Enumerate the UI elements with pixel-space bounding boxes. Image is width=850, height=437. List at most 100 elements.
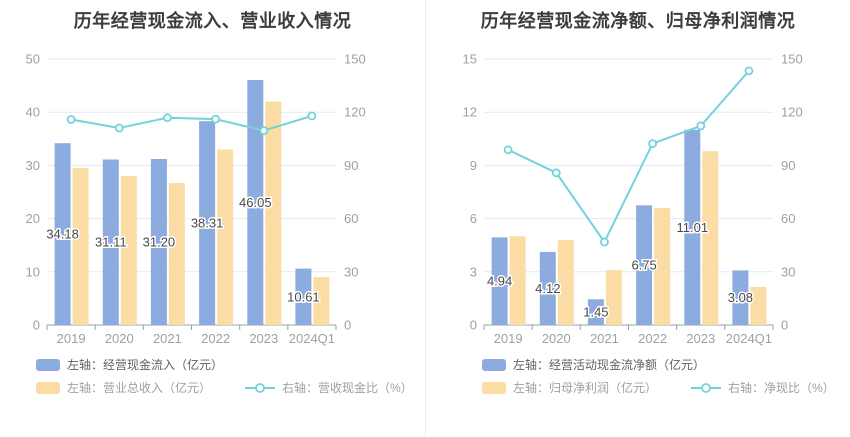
x-axis-label: 2019 xyxy=(494,331,523,346)
bar-value-label: 31.11 xyxy=(95,235,127,250)
bar-secondary xyxy=(702,151,719,325)
right-axis-tick: 60 xyxy=(344,211,358,226)
left-axis-tick: 30 xyxy=(26,158,40,173)
chart-net-cashflow-profit: 0 3 6 9 12 15 0 30 60 90 120 150 2019 2020 2021 2022 202… xyxy=(426,0,850,352)
left-axis-tick: 15 xyxy=(463,52,477,67)
right-axis-tick: 0 xyxy=(781,318,788,333)
bar-secondary xyxy=(217,149,234,325)
left-axis-tick: 40 xyxy=(26,105,40,120)
ratio-line-marker xyxy=(66,115,76,124)
bar-secondary xyxy=(72,168,89,325)
bar-secondary xyxy=(509,236,526,325)
ratio-line-marker xyxy=(211,114,221,124)
x-axis-label: 2023 xyxy=(249,331,278,346)
bar-primary xyxy=(54,143,71,325)
legend-bar-swatch xyxy=(36,359,60,371)
chart-svg: 0 10 20 30 40 50 0 30 60 90 120 150 2019 2020 2021 2022… xyxy=(26,52,366,347)
right-axis-tick: 90 xyxy=(781,158,795,173)
legend-item-bar-series[interactable]: 左轴：经营活动现金流净额（亿元） xyxy=(482,358,705,372)
legend-item-line-series[interactable]: 右轴：净现比（%） xyxy=(691,381,835,395)
bar-value-label: 4.12 xyxy=(535,281,560,296)
x-axis-label: 2024Q1 xyxy=(289,331,335,346)
chart-legend-right: 左轴：经营活动现金流净额（亿元） 左轴：归母净利润（亿元） 右轴：净现比（%） xyxy=(482,358,835,395)
right-axis-tick: 60 xyxy=(781,211,795,226)
right-axis-tick: 150 xyxy=(781,52,803,67)
bar-value-label: 34.18 xyxy=(46,227,79,242)
chart-cash-inflow-revenue: 0 10 20 30 40 50 0 30 60 90 120 150 2019 2020 2021 2022… xyxy=(0,0,425,352)
legend-row: 左轴：经营现金流入（亿元） xyxy=(36,358,413,372)
legend-item-bar-series[interactable]: 左轴：经营现金流入（亿元） xyxy=(36,358,223,372)
bar-value-label: 46.05 xyxy=(239,195,272,210)
legend-label: 左轴：营业总收入（亿元） xyxy=(67,381,212,395)
ratio-line xyxy=(507,70,750,244)
left-axis-tick: 9 xyxy=(470,158,477,173)
legend-line-icon xyxy=(691,383,722,393)
left-axis-tick: 0 xyxy=(470,318,477,333)
ratio-line-marker xyxy=(503,145,513,155)
right-axis-tick: 150 xyxy=(344,52,366,67)
legend-label: 左轴：经营活动现金流净额（亿元） xyxy=(513,358,706,372)
legend-label: 右轴：净现比（%） xyxy=(728,381,835,395)
left-axis-tick: 0 xyxy=(33,318,40,333)
chart-title-left: 历年经营现金流入、营业收入情况 xyxy=(73,11,352,31)
x-axis-label: 2024Q1 xyxy=(726,331,772,346)
bar-secondary xyxy=(557,239,574,325)
ratio-line-marker xyxy=(648,139,658,149)
legend-label: 右轴：营收现金比（%） xyxy=(282,381,413,395)
legend-row: 左轴：营业总收入（亿元） 右轴：营收现金比（%） xyxy=(36,381,413,395)
right-axis-tick: 30 xyxy=(344,264,358,279)
legend-row: 左轴：经营活动现金流净额（亿元） xyxy=(482,358,835,372)
bar-value-label: 38.31 xyxy=(191,216,224,231)
bar-primary xyxy=(247,80,264,325)
legend-row: 左轴：归母净利润（亿元） 右轴：净现比（%） xyxy=(482,381,835,395)
right-axis-tick: 30 xyxy=(781,264,795,279)
right-axis-tick: 90 xyxy=(344,158,358,173)
bar-secondary xyxy=(168,183,185,325)
ratio-line-marker xyxy=(114,123,124,133)
bar-secondary xyxy=(605,270,622,325)
x-axis-label: 2022 xyxy=(638,331,667,346)
ratio-line-marker xyxy=(696,121,706,131)
bar-secondary xyxy=(750,286,767,325)
chart-legend-left: 左轴：经营现金流入（亿元） 左轴：营业总收入（亿元） 右轴：营收现金比（%） xyxy=(36,358,413,395)
left-axis-tick: 12 xyxy=(463,105,477,120)
legend-label: 左轴：归母净利润（亿元） xyxy=(513,381,658,395)
legend-label: 左轴：经营现金流入（亿元） xyxy=(67,358,224,372)
bar-primary xyxy=(491,237,508,325)
legend-item-line-series[interactable]: 右轴：营收现金比（%） xyxy=(245,381,413,395)
x-axis-label: 2020 xyxy=(105,331,134,346)
bar-secondary xyxy=(313,277,330,325)
legend-bar-swatch xyxy=(482,382,506,394)
ratio-line-marker xyxy=(744,66,754,76)
bar-value-label: 3.08 xyxy=(728,290,753,305)
bar-primary xyxy=(539,251,556,325)
ratio-line-marker xyxy=(551,168,561,178)
x-axis-label: 2021 xyxy=(590,331,619,346)
ratio-line-marker xyxy=(162,113,172,123)
legend-bar-swatch xyxy=(36,382,60,394)
panel-net-cashflow-profit: 历年经营现金流净额、归母净利润情况 0 3 6 9 12 15 0 30 60 90 120 150 2… xyxy=(425,0,850,437)
left-axis-tick: 10 xyxy=(26,264,40,279)
bar-value-label: 31.20 xyxy=(143,235,176,250)
bar-value-label: 1.45 xyxy=(583,305,608,320)
bar-secondary xyxy=(120,176,137,325)
bar-value-label: 10.61 xyxy=(287,289,320,304)
right-axis-tick: 120 xyxy=(781,105,803,120)
x-axis-label: 2023 xyxy=(686,331,715,346)
legend-item-bar-series[interactable]: 左轴：归母净利润（亿元） xyxy=(482,381,657,395)
x-axis-label: 2019 xyxy=(57,331,86,346)
bar-primary xyxy=(587,299,604,325)
bar-primary xyxy=(102,159,119,325)
bar-primary xyxy=(636,205,653,325)
bar-value-label: 11.01 xyxy=(677,220,709,235)
right-axis-tick: 120 xyxy=(344,105,366,120)
legend-item-bar-series[interactable]: 左轴：营业总收入（亿元） xyxy=(36,381,211,395)
bar-secondary xyxy=(265,101,282,325)
legend-bar-swatch xyxy=(482,359,506,371)
bar-secondary xyxy=(654,208,671,325)
x-axis-label: 2022 xyxy=(201,331,230,346)
x-axis-label: 2020 xyxy=(542,331,571,346)
panel-cash-inflow-revenue: 历年经营现金流入、营业收入情况 0 10 20 30 40 50 0 30 60 90 120 150… xyxy=(0,0,425,395)
